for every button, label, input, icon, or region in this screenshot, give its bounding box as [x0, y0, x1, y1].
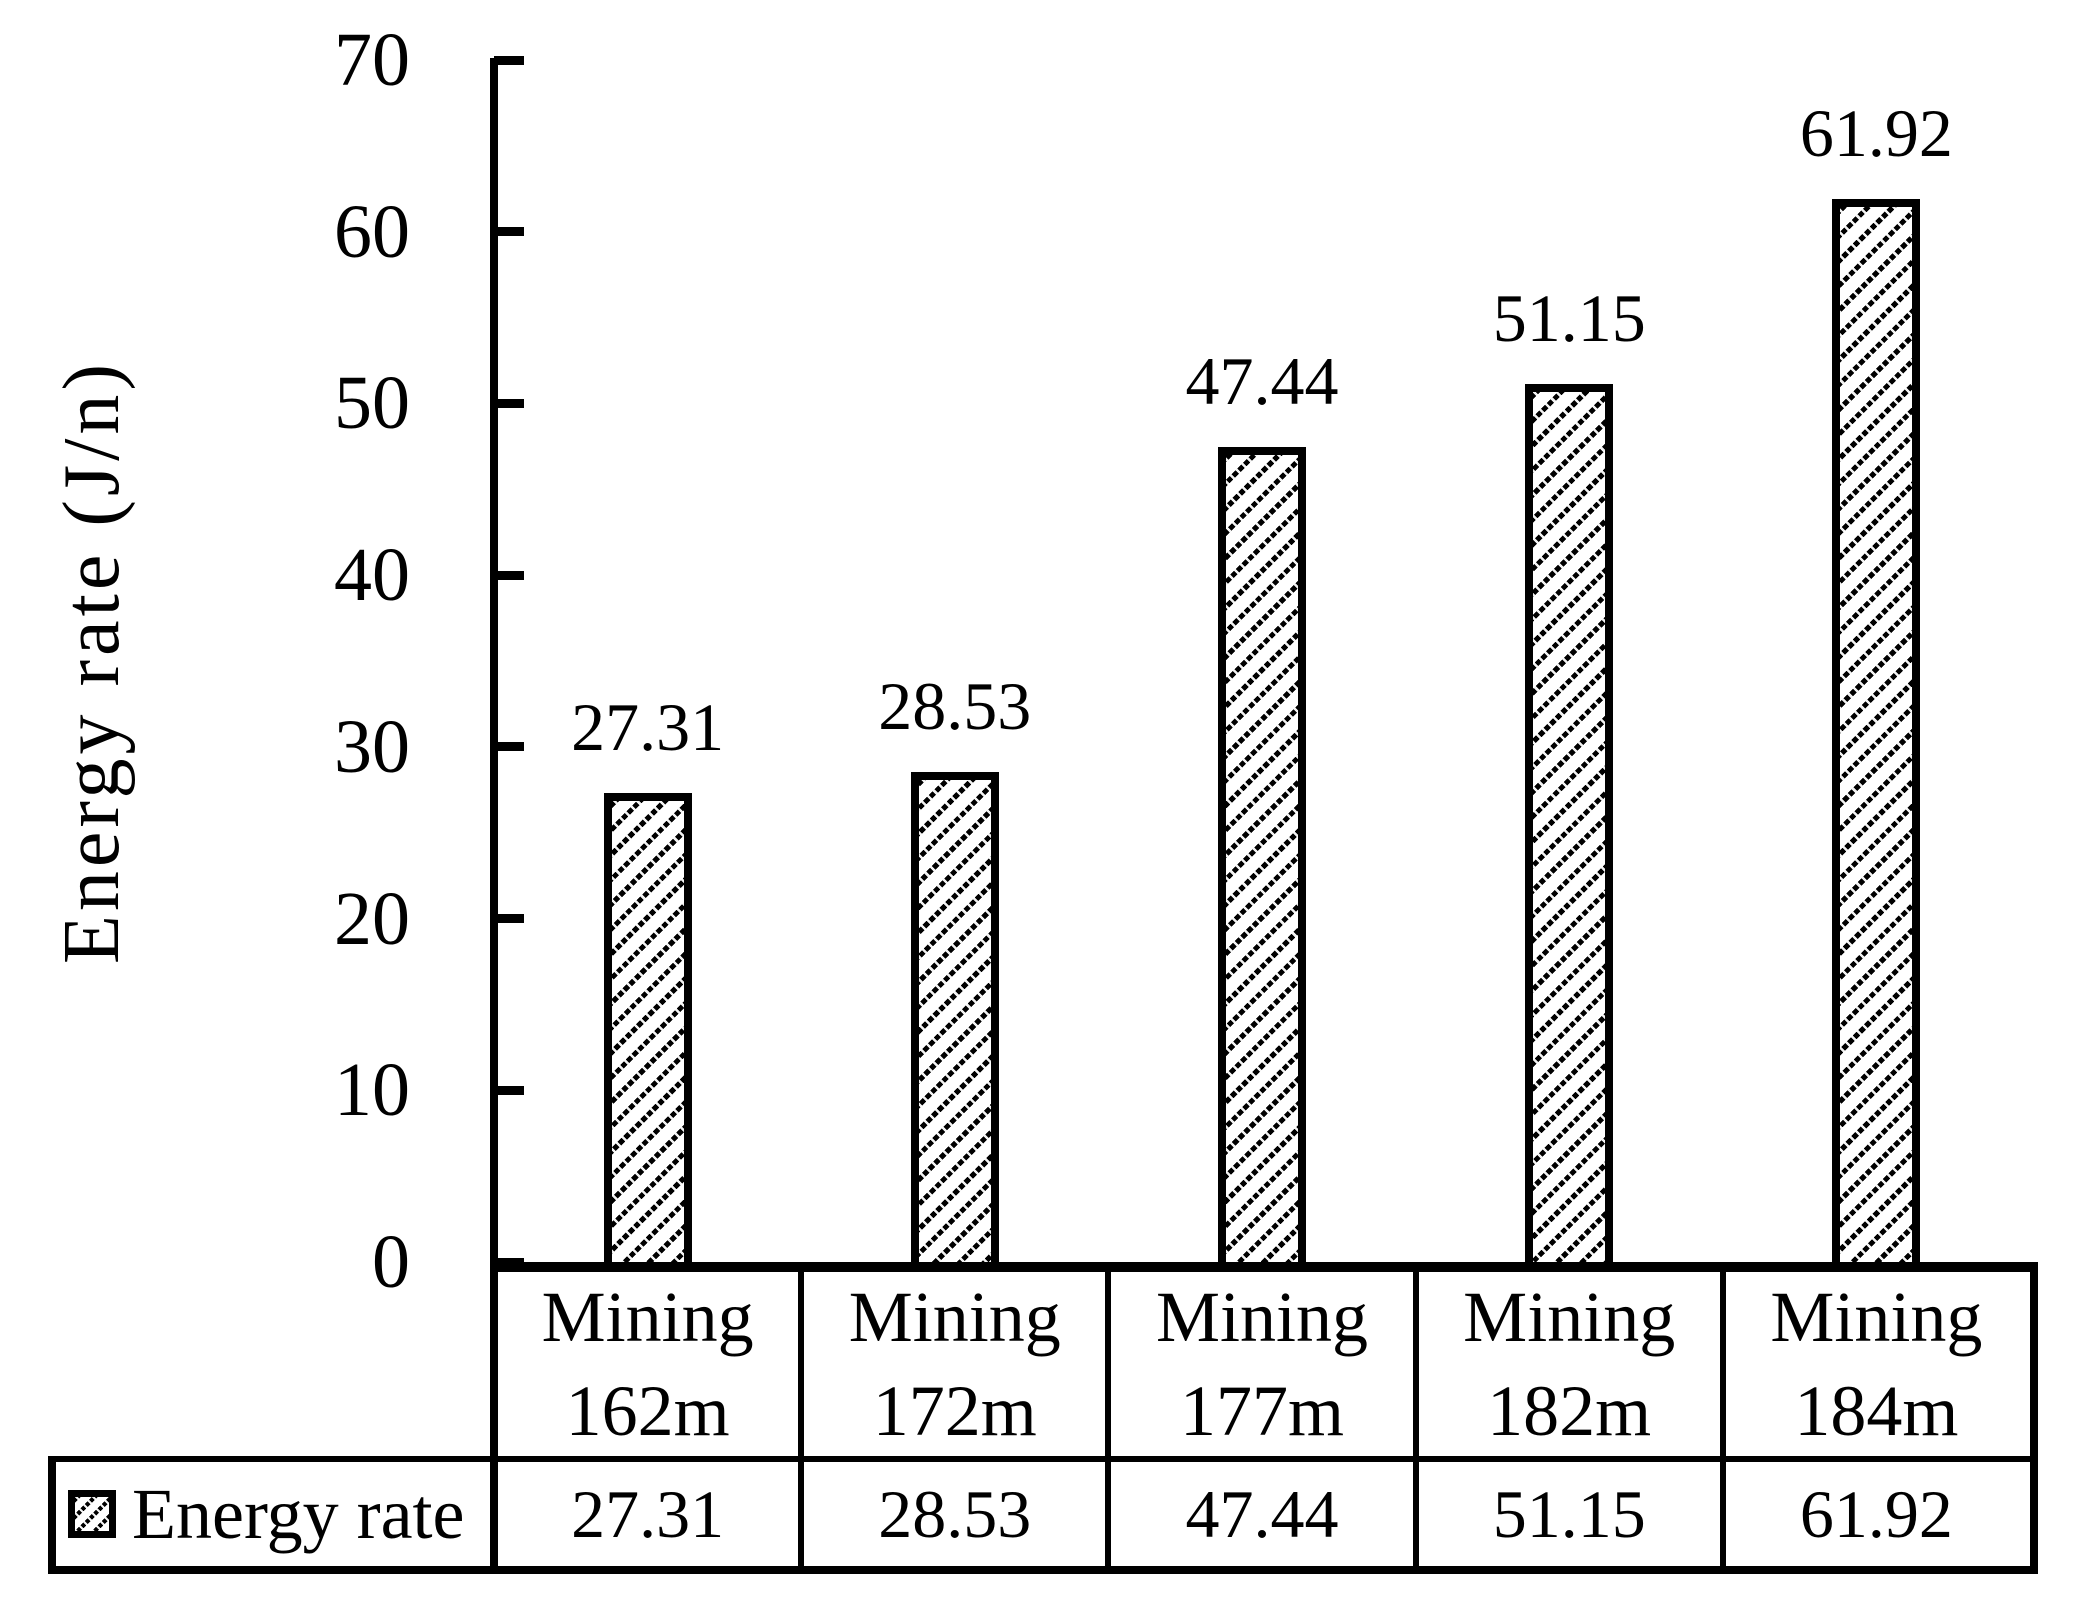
bar-value-label-1: 27.31: [571, 689, 725, 766]
table-value-cell-4: 51.15: [1492, 1475, 1646, 1552]
bar-value-label-5: 61.92: [1799, 94, 1953, 171]
category-line-2: 162m: [565, 1371, 730, 1451]
y-tick-label-50: 50: [334, 361, 410, 446]
table-bottom-border: [48, 1566, 2038, 1574]
bar-value-label-3: 47.44: [1185, 343, 1339, 420]
x-axis-baseline: [490, 1262, 2038, 1272]
category-line-1: Mining: [1155, 1277, 1368, 1357]
column-divider-2: [1105, 1262, 1112, 1566]
category-line-2: 182m: [1487, 1371, 1652, 1451]
y-tick-mark-60: [494, 227, 524, 237]
bar-value-label-2: 28.53: [878, 668, 1032, 745]
table-value-cell-3: 47.44: [1185, 1475, 1339, 1552]
category-cell-4: Mining 182m: [1420, 1272, 1719, 1456]
bar-2: [910, 772, 999, 1272]
category-cell-5: Mining 184m: [1727, 1272, 2026, 1456]
bar-4: [1525, 383, 1614, 1272]
category-cell-2: Mining 172m: [805, 1272, 1104, 1456]
bar-3: [1218, 447, 1306, 1272]
bar-1: [603, 793, 692, 1272]
y-tick-mark-10: [494, 1085, 524, 1095]
bar-5: [1832, 198, 1921, 1272]
bar-value-label-4: 51.15: [1492, 279, 1646, 356]
legend-label-cell: Energy rate: [58, 1464, 498, 1564]
y-tick-label-10: 10: [334, 1048, 410, 1133]
y-tick-label-30: 30: [334, 704, 410, 789]
y-tick-mark-40: [494, 570, 524, 580]
category-cell-1: Mining 162m: [498, 1272, 797, 1456]
category-line-1: Mining: [541, 1277, 754, 1357]
y-tick-label-60: 60: [334, 189, 410, 274]
y-axis-line: [490, 58, 498, 1574]
y-tick-mark-50: [494, 398, 524, 408]
category-line-2: 184m: [1794, 1371, 1959, 1451]
y-tick-label-70: 70: [334, 18, 410, 102]
legend-row-left-border: [48, 1456, 56, 1574]
hatch-swatch-icon: [68, 1490, 116, 1538]
legend-row-top-border: [48, 1456, 2038, 1462]
table-value-cell-1: 27.31: [571, 1475, 725, 1552]
table-value-cell-5: 61.92: [1799, 1475, 1953, 1552]
category-line-2: 177m: [1179, 1371, 1344, 1451]
legend-series-label: Energy rate: [132, 1473, 465, 1554]
y-tick-mark-30: [494, 742, 524, 752]
column-divider-3: [1412, 1262, 1419, 1566]
category-cell-3: Mining 177m: [1112, 1272, 1411, 1456]
column-divider-1: [798, 1262, 805, 1566]
y-tick-mark-70: [494, 55, 524, 65]
category-line-2: 172m: [872, 1371, 1037, 1451]
category-line-1: Mining: [1770, 1277, 1983, 1357]
table-value-cell-2: 28.53: [878, 1475, 1032, 1552]
table-right-border: [2030, 1262, 2038, 1574]
column-divider-4: [1719, 1262, 1726, 1566]
y-tick-label-20: 20: [334, 876, 410, 961]
y-tick-mark-20: [494, 914, 524, 924]
category-line-1: Mining: [1463, 1277, 1676, 1357]
y-tick-label-40: 40: [334, 533, 410, 618]
y-tick-label-0: 0: [372, 1220, 410, 1304]
category-line-1: Mining: [848, 1277, 1061, 1357]
